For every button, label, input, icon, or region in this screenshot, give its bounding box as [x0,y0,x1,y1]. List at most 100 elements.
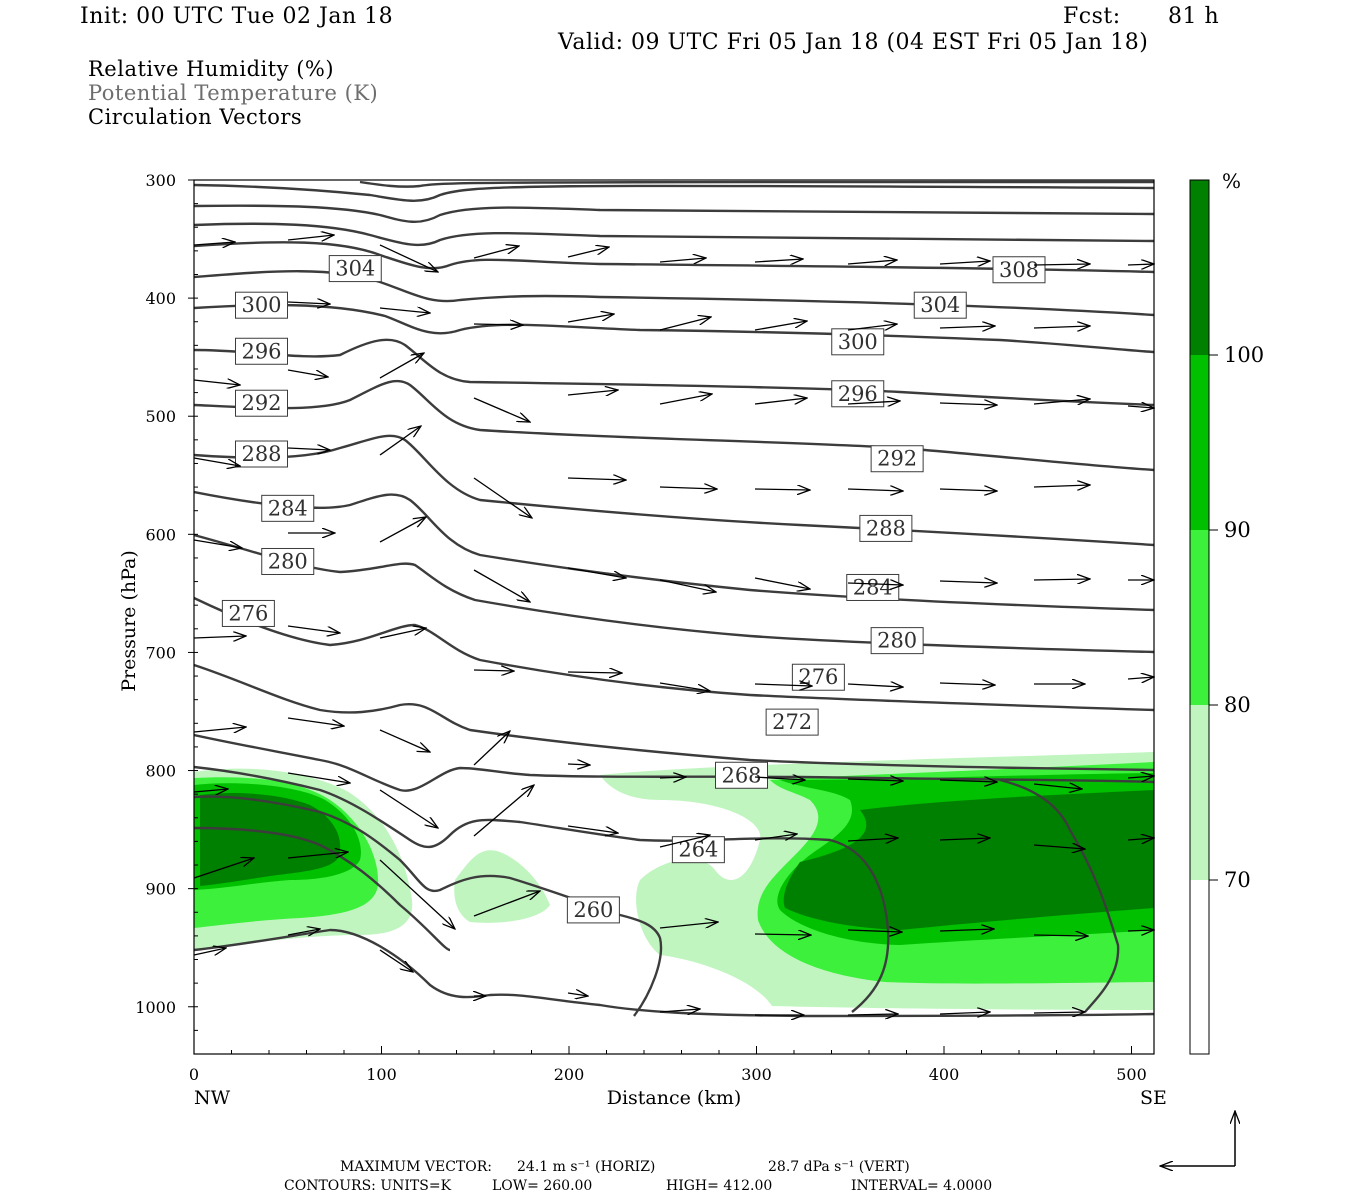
vector [379,729,430,752]
theta-contour [194,795,663,1017]
vector [1127,677,1154,679]
theta-contour [194,338,1154,407]
y-tick-label: 700 [145,643,176,662]
vector [567,993,588,996]
vector [287,852,348,859]
vector [473,477,532,518]
y-tick-label: 1000 [135,998,176,1017]
y-axis-label: Pressure (hPa) [118,550,140,692]
vector [379,244,438,272]
contours-high: HIGH= 412.00 [666,1178,772,1194]
theta-contour [194,490,1154,612]
vector [847,583,903,585]
vector [939,489,997,491]
x-axis-label: Distance (km) [607,1087,742,1109]
vector [939,1012,990,1014]
x-endpoint-nw: NW [194,1087,231,1109]
vector [567,764,590,765]
theta-contour [194,222,1154,247]
theta-contour-label-text: 296 [838,382,878,406]
theta-contour-label-text: 288 [866,516,906,540]
vector [567,314,614,323]
x-tick-label: 0 [189,1065,199,1084]
vector [567,567,626,578]
vector [939,683,995,685]
vector [379,308,430,313]
vector [193,457,240,466]
vector [847,401,900,404]
theta-contour-label-text: 284 [853,575,893,599]
colorbar-frame [1189,179,1210,1055]
vector [473,785,534,837]
theta-contour-label: 304 [328,255,382,283]
plot-frame [193,179,1155,1055]
theta-contour [194,765,890,1013]
theta-contour-label: 292 [870,445,924,473]
vector [1033,845,1085,849]
theta-contour [999,778,1120,1013]
vector [1127,406,1154,408]
vector [287,369,328,377]
vector [659,487,717,489]
theta-contour-label: 280 [870,627,924,655]
vector [659,394,712,405]
vector [567,825,618,833]
vector [939,929,994,931]
vector [754,259,803,262]
rh-100-region-west [200,793,341,886]
theta-contour-label-text: 304 [920,293,960,317]
contours-units: CONTOURS: UNITS=K [284,1178,452,1194]
vector [287,302,330,304]
vector [379,859,455,929]
vector [847,838,898,841]
circulation-vectors [193,235,1154,1015]
vector [287,717,344,726]
x-tick-label: 300 [741,1065,772,1084]
vector [847,260,897,264]
theta-contour-label-text: 296 [241,339,281,363]
theta-contour [194,663,1154,772]
legend-relative-humidity: Relative Humidity (%) [88,57,335,81]
theta-contour-label: 284 [261,494,315,522]
y-tick-label: 900 [145,880,176,899]
vector [287,929,320,935]
vector [1033,784,1082,789]
forecast-label: Fcst: [1063,4,1121,29]
contours-interval: INTERVAL= 4.0000 [851,1178,992,1194]
theta-contour-label-text: 272 [772,710,812,734]
rh-shading [194,752,1154,1010]
colorbar-bin-below-70 [1190,880,1209,1054]
theta-contour-label-text: 292 [877,447,917,471]
vector [379,517,426,543]
vector [567,390,618,395]
vector [379,426,421,456]
theta-contour-label: 260 [566,896,620,924]
vector [193,380,240,385]
vector [939,261,990,264]
init-time: Init: 00 UTC Tue 02 Jan 18 [80,4,394,29]
theta-contour-label-text: 300 [838,330,878,354]
vector [754,684,812,686]
vector [939,403,997,405]
contours-low: LOW= 260.00 [492,1178,592,1194]
max-vector-vert: 28.7 dPa s⁻¹ (VERT) [768,1159,910,1175]
vector [1127,838,1154,840]
vector [193,727,246,732]
theta-contour [194,826,451,952]
theta-contour-label-text: 268 [721,763,761,787]
theta-contour [194,183,1154,202]
theta-contour [359,180,1154,188]
theta-contour-label-text: 288 [241,442,281,466]
theta-contour-label: 288 [235,440,288,468]
vector [754,398,807,405]
vector [754,834,797,840]
vector [287,235,334,240]
vector [287,772,350,783]
vector [939,838,990,840]
vector [193,858,254,879]
theta-contour [194,204,1154,224]
theta-contour-label: 304 [913,291,967,319]
theta-contour-label: 272 [765,708,819,736]
theta-contour-label-text: 284 [268,496,308,520]
vector [1033,935,1088,936]
